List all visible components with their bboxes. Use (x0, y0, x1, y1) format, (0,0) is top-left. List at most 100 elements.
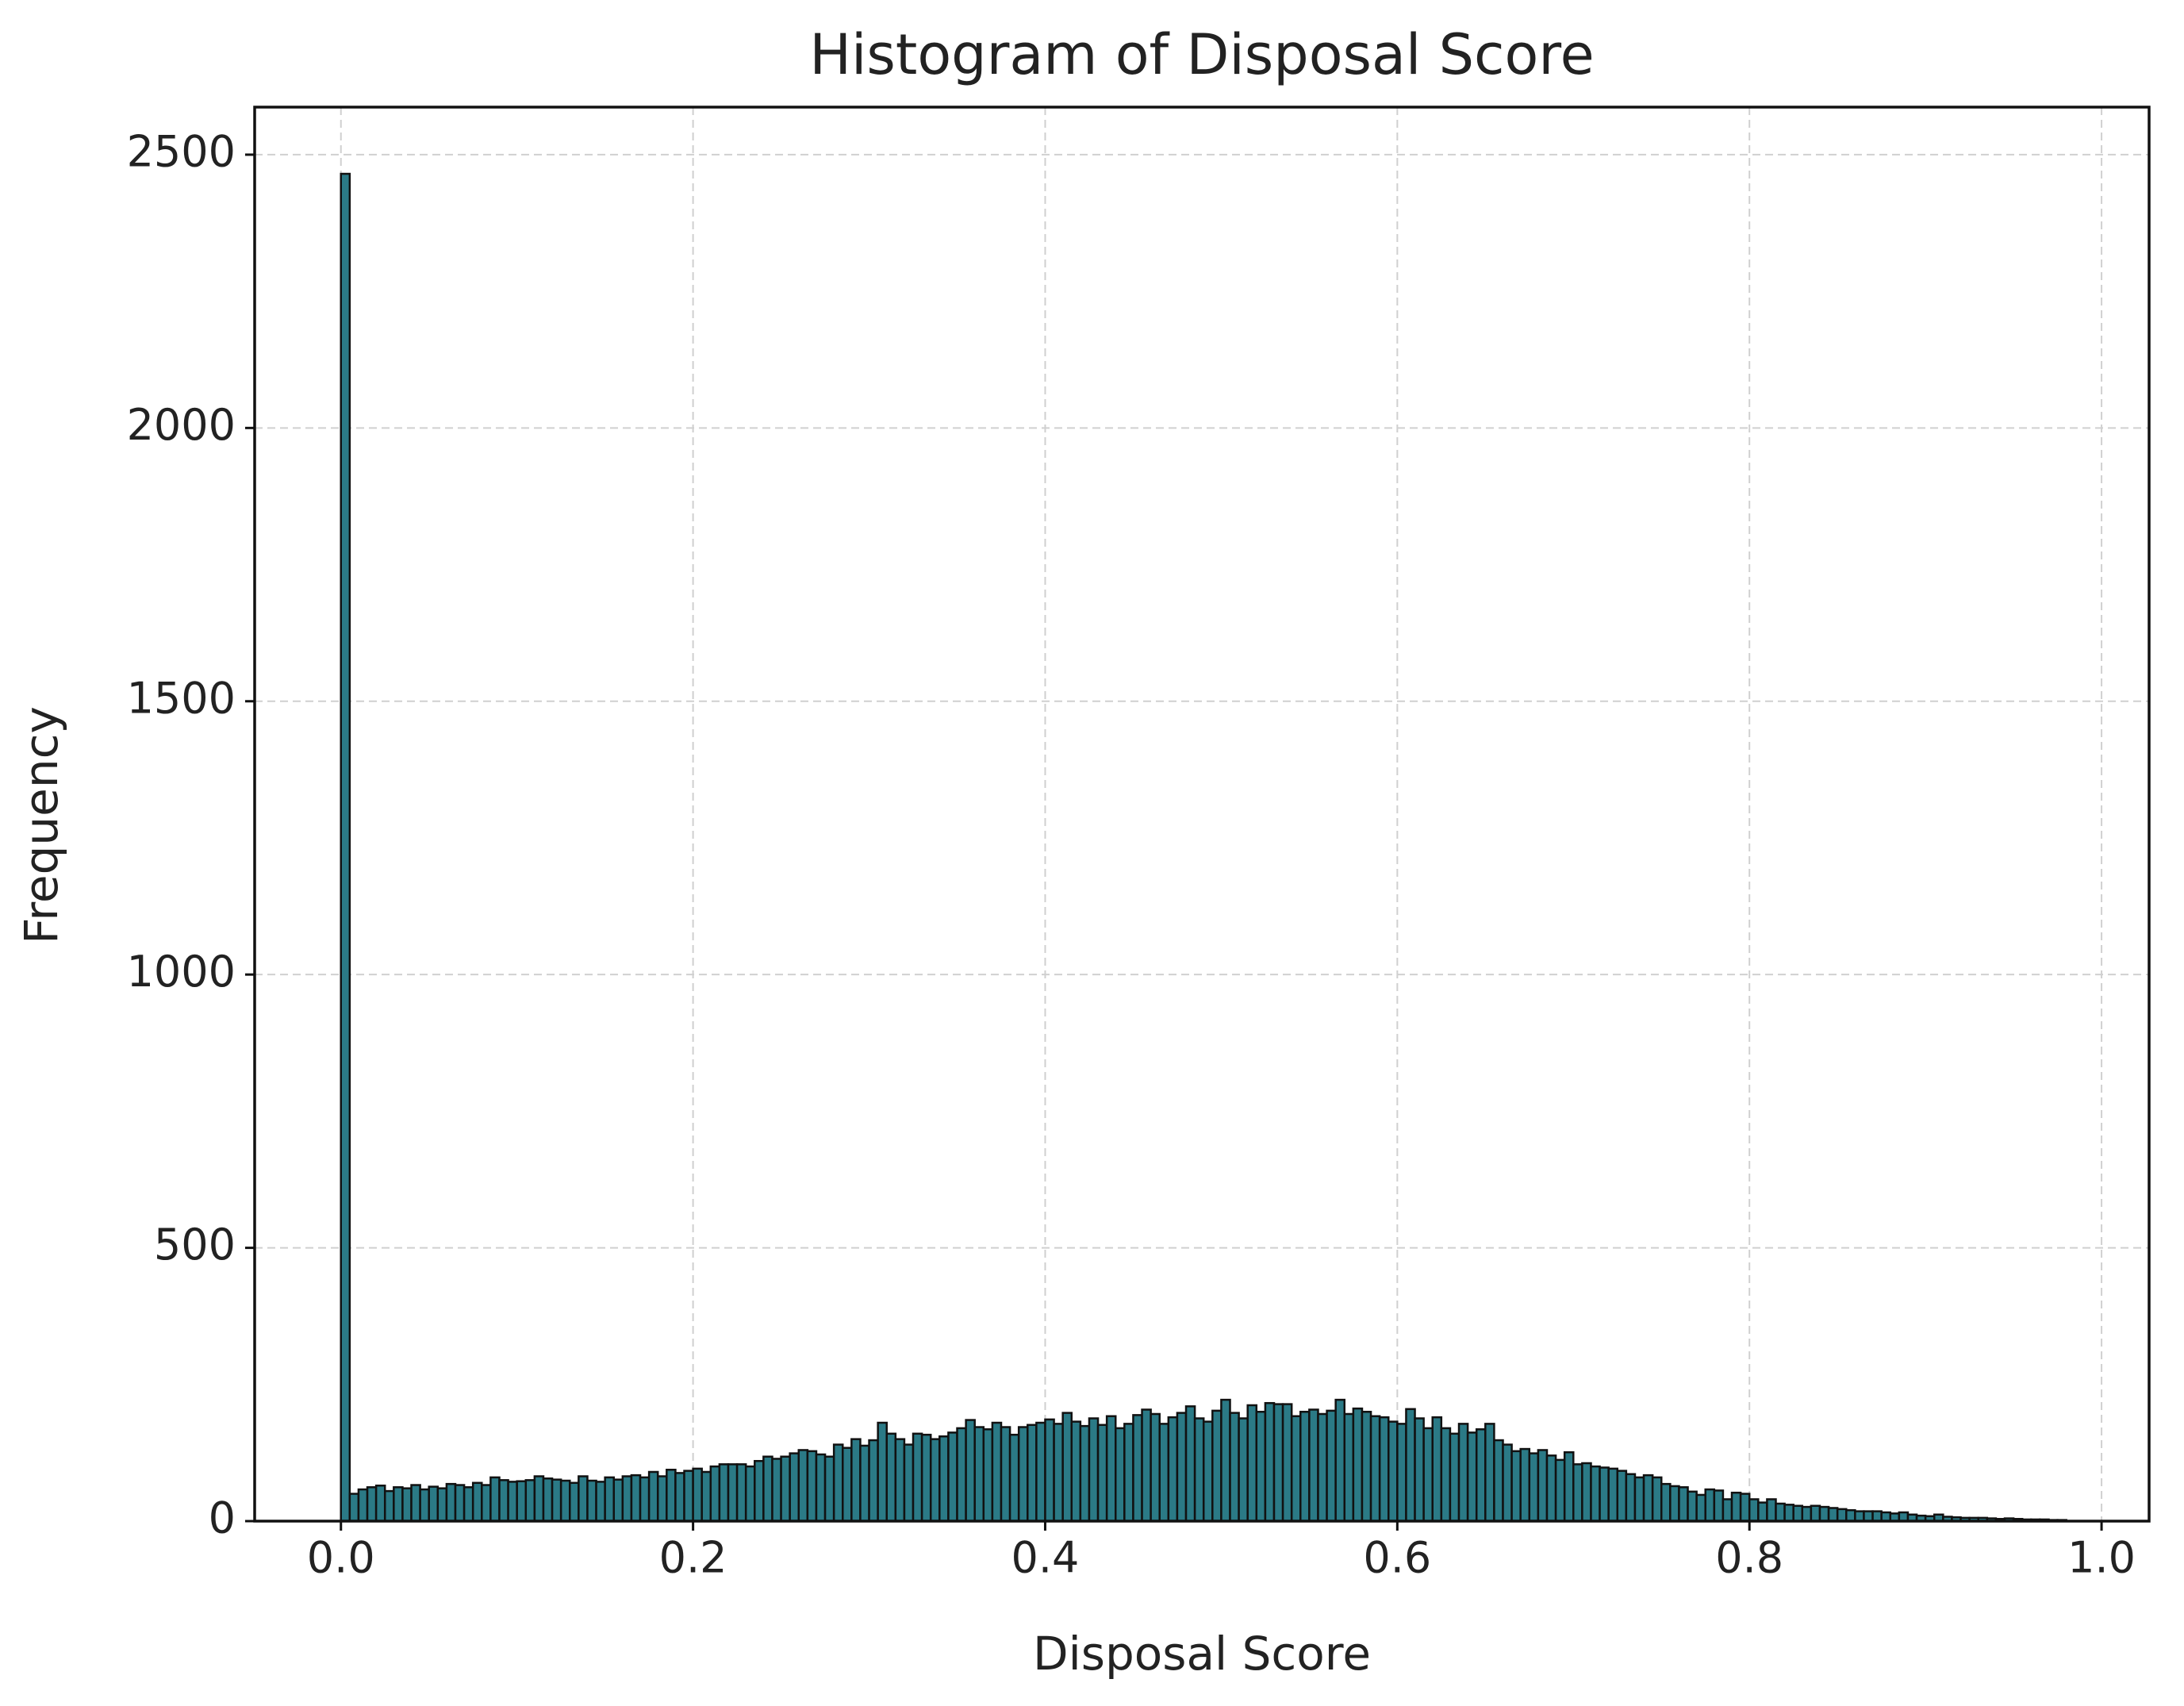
bar (1246, 1404, 1258, 1523)
bar (630, 1474, 642, 1523)
bar (1440, 1427, 1452, 1523)
bar (1669, 1485, 1680, 1523)
bar (1449, 1432, 1460, 1523)
bar (718, 1463, 730, 1523)
bar (965, 1419, 976, 1523)
plot-frame (253, 106, 2151, 1523)
bar (1678, 1486, 1689, 1523)
bar (1810, 1504, 1821, 1523)
bar (771, 1458, 782, 1523)
bar (1493, 1439, 1504, 1523)
bar (1863, 1510, 1874, 1523)
bar (454, 1484, 466, 1523)
bar (445, 1482, 457, 1523)
bar (1554, 1458, 1566, 1523)
bar (912, 1432, 923, 1523)
bar (1545, 1454, 1557, 1523)
bar (1414, 1417, 1425, 1523)
bar (1264, 1401, 1276, 1523)
bar (1317, 1412, 1328, 1523)
bar (1361, 1410, 1372, 1523)
bar (1061, 1412, 1073, 1523)
bar (1290, 1415, 1302, 1523)
bar (894, 1438, 906, 1523)
bar (1167, 1416, 1179, 1523)
bar (754, 1459, 765, 1523)
bar (789, 1452, 800, 1523)
bar (393, 1486, 404, 1523)
bar (516, 1480, 528, 1523)
bar (1775, 1502, 1786, 1523)
bar (1096, 1424, 1108, 1523)
bar (1272, 1403, 1284, 1523)
bar (1193, 1417, 1205, 1523)
bar (1017, 1426, 1029, 1523)
bar (1713, 1489, 1725, 1523)
bar (780, 1455, 791, 1523)
bar (1721, 1498, 1733, 1523)
x-tick-label: 0.2 (659, 1533, 727, 1583)
bar (604, 1476, 615, 1523)
bar (666, 1469, 677, 1523)
bar (762, 1455, 773, 1523)
bar (383, 1489, 395, 1523)
bar (1238, 1417, 1249, 1523)
bar (612, 1478, 624, 1523)
bar (859, 1444, 870, 1523)
y-tick-label: 2000 (127, 400, 236, 450)
bar (683, 1470, 694, 1523)
x-tick-label: 0.4 (1011, 1533, 1080, 1583)
bar (586, 1479, 597, 1523)
bar (956, 1427, 967, 1523)
bar (868, 1439, 879, 1523)
bar (1766, 1498, 1777, 1523)
bar (1027, 1424, 1038, 1523)
bar (1660, 1482, 1672, 1523)
bar (1528, 1452, 1540, 1523)
bar (1079, 1424, 1091, 1523)
bar (920, 1433, 932, 1523)
bar (1000, 1426, 1011, 1523)
bar (1519, 1447, 1531, 1523)
bar (374, 1484, 386, 1523)
bar (832, 1443, 844, 1523)
bar (1202, 1420, 1214, 1523)
bar (489, 1476, 501, 1523)
bar (903, 1443, 915, 1523)
bar (1792, 1504, 1804, 1523)
y-tick-label: 1500 (127, 673, 236, 723)
bar (533, 1475, 545, 1523)
bar (1581, 1462, 1592, 1523)
bar (1053, 1423, 1064, 1523)
bar (419, 1488, 430, 1523)
bar (938, 1435, 950, 1523)
bar (947, 1431, 958, 1523)
bar (481, 1484, 492, 1523)
bar (1422, 1427, 1434, 1523)
bar (1818, 1505, 1830, 1523)
bar (1396, 1423, 1407, 1523)
bar (578, 1475, 589, 1523)
bar (1326, 1409, 1337, 1523)
bar (1616, 1470, 1628, 1523)
y-tick-label: 500 (154, 1220, 236, 1270)
bar (1123, 1423, 1134, 1523)
bar (1475, 1428, 1487, 1523)
bar (700, 1470, 712, 1523)
bar (348, 1493, 360, 1523)
bar (1704, 1488, 1716, 1523)
bar (1748, 1498, 1760, 1523)
bar (1343, 1412, 1355, 1523)
bar (1466, 1431, 1478, 1523)
bar (401, 1487, 413, 1523)
bar (1757, 1501, 1768, 1523)
bar (1827, 1507, 1839, 1523)
bar (1572, 1463, 1583, 1523)
bar (1563, 1450, 1575, 1523)
bar (1783, 1504, 1794, 1523)
bar (1044, 1418, 1055, 1523)
bar (1150, 1412, 1161, 1523)
bar (1502, 1443, 1513, 1523)
bar (1457, 1423, 1469, 1523)
